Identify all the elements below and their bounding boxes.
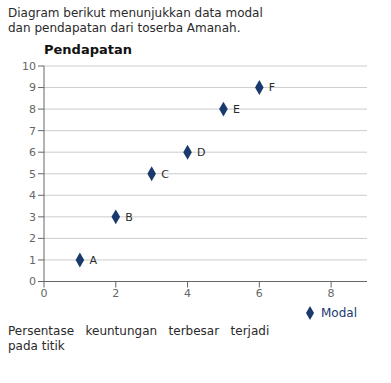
svg-text:C: C <box>161 168 169 181</box>
svg-text:1: 1 <box>29 254 36 267</box>
svg-text:5: 5 <box>29 168 36 181</box>
svg-text:2: 2 <box>112 287 119 300</box>
svg-text:3: 3 <box>29 211 36 224</box>
html-text:Modal: Modal <box>321 305 357 320</box>
svg-text:0: 0 <box>29 275 36 288</box>
svg-text:B: B <box>125 211 133 224</box>
html-text:Pendapatan: Pendapatan <box>44 42 132 57</box>
svg-text:6: 6 <box>29 146 36 159</box>
svg-text:8: 8 <box>29 103 36 116</box>
svg-text:9: 9 <box>29 81 36 94</box>
svg-text:D: D <box>197 146 205 159</box>
svg-text:4: 4 <box>184 287 191 300</box>
html-text:dan pendapatan dari toserba Am: dan pendapatan dari toserba Amanah. <box>8 21 241 35</box>
svg-text:A: A <box>89 254 97 267</box>
svg-text:10: 10 <box>22 60 36 73</box>
svg-text:0: 0 <box>41 287 48 300</box>
svg-text:2: 2 <box>29 232 36 245</box>
html-text:Diagram berikut menunjukkan da: Diagram berikut menunjukkan data modal <box>8 6 263 20</box>
svg-text:E: E <box>233 103 240 116</box>
svg-text:6: 6 <box>256 287 263 300</box>
svg-text:8: 8 <box>328 287 335 300</box>
svg-text:F: F <box>269 81 275 94</box>
svg-text:4: 4 <box>29 189 36 202</box>
html-text:Persentase keuntungan terbesar: Persentase keuntungan terbesar terjadi <box>8 324 270 338</box>
html-text:pada titik: pada titik <box>8 339 65 353</box>
svg-text:7: 7 <box>29 125 36 138</box>
